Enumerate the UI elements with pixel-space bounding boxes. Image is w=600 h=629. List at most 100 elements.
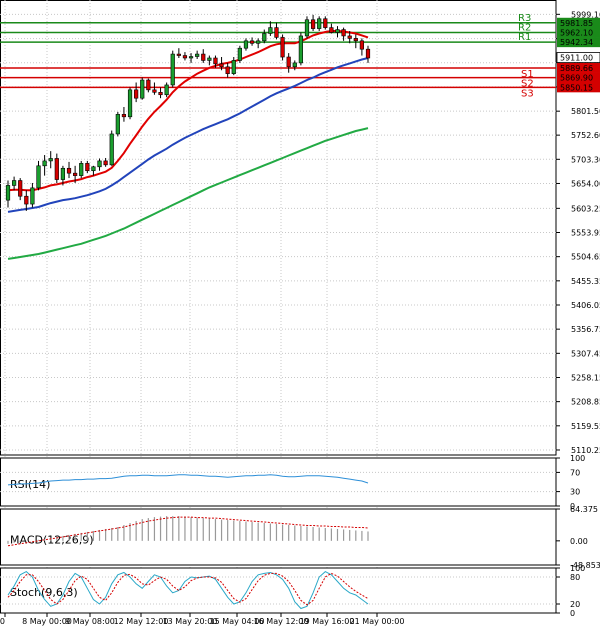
rsi-tick-label: 30: [570, 488, 580, 497]
support-price-label: 5850.15: [560, 83, 593, 92]
candle-body: [121, 114, 127, 118]
candle-body: [329, 27, 334, 33]
candle-body: [353, 38, 358, 42]
candle-body: [140, 79, 145, 99]
price-tick-label: 5159.55: [571, 422, 600, 431]
time-tick-label: 7 May 16:00: [0, 617, 5, 626]
candle: [195, 50, 200, 59]
rsi-frame: [0, 457, 557, 507]
candle-body: [323, 18, 328, 28]
price-tick-label: 5703.30: [571, 155, 600, 164]
candle: [60, 165, 66, 186]
macd-tick-label: -48.853: [570, 561, 600, 570]
candle-body: [207, 57, 212, 61]
candle-body: [48, 158, 53, 162]
candle: [48, 151, 53, 169]
candle-body: [66, 167, 72, 174]
candle: [79, 160, 84, 179]
candle-body: [134, 89, 139, 99]
resistance-label: R2: [518, 22, 531, 33]
support-label: S2: [521, 79, 534, 90]
price-tick-label: 5654.00: [571, 179, 600, 188]
macd-panel: 64.375 0.00 -48.853 MACD(12,26,9): [0, 505, 600, 570]
time-tick-label: 16 May 12:00: [254, 617, 309, 626]
rsi-line: [7, 474, 369, 486]
candle-body: [36, 165, 41, 189]
stoch-tick-label: 100: [570, 564, 585, 573]
candle: [317, 16, 322, 32]
candle-body: [152, 89, 157, 93]
candle-body: [42, 160, 47, 167]
price-tick-label: 5406.05: [571, 301, 600, 310]
rsi-panel: 100 70 30 0 RSI(14): [0, 454, 585, 511]
candle-body: [256, 40, 261, 44]
support-price-tag: [557, 82, 600, 93]
resistance-price-label: 5942.34: [560, 38, 593, 47]
support-label: S3: [521, 88, 534, 99]
price-tick-label: 5801.50: [571, 107, 600, 116]
candle: [176, 48, 181, 58]
candle-body: [237, 47, 242, 61]
candle: [335, 26, 340, 38]
time-tick-label: 9 May 08:00: [65, 617, 115, 626]
candle: [188, 53, 194, 63]
ma-mid-line: [7, 57, 369, 213]
support-price-tag: [557, 62, 600, 73]
candle: [353, 34, 358, 49]
time-tick-label: 12 May 12:00: [114, 617, 169, 626]
candle-body: [268, 27, 273, 34]
candle-body: [310, 19, 316, 29]
stoch-tick-label: 80: [570, 573, 580, 582]
candle: [164, 82, 169, 98]
candle-body: [219, 63, 224, 68]
candle: [115, 111, 120, 137]
candle-body: [292, 62, 297, 68]
candle: [12, 176, 17, 191]
resistance-price-tag: [557, 37, 600, 48]
candle-body: [60, 167, 66, 180]
candle: [219, 57, 224, 71]
candle: [109, 130, 114, 166]
stoch-frame: [0, 567, 557, 614]
candle: [341, 27, 346, 41]
candle-body: [188, 56, 194, 59]
candle: [262, 29, 267, 44]
candle-body: [213, 57, 218, 65]
candle: [134, 82, 139, 103]
candle: [182, 52, 188, 61]
candle: [329, 23, 334, 34]
candle: [365, 45, 371, 63]
candle-body: [12, 180, 17, 186]
candle: [127, 87, 133, 120]
macd-tick-label: 64.375: [570, 505, 598, 514]
candle: [170, 50, 175, 88]
candle-body: [170, 53, 175, 86]
candle-body: [54, 158, 59, 180]
candle-body: [365, 48, 371, 59]
stoch-tick-label: 20: [570, 600, 580, 609]
resistance-price-tag: [557, 27, 600, 38]
candle: [24, 190, 29, 211]
candle: [152, 82, 157, 95]
candle-body: [335, 29, 340, 33]
resistance-price-label: 5962.10: [560, 28, 593, 37]
candle: [231, 57, 236, 76]
ma-slow-line: [7, 127, 369, 260]
candle-body: [5, 185, 11, 201]
candle-body: [359, 40, 364, 50]
candle: [359, 38, 364, 56]
rsi-tick-label: 100: [570, 454, 585, 463]
candle-body: [79, 163, 84, 176]
price-tick-label: 5553.95: [571, 229, 600, 238]
candle: [274, 22, 279, 40]
resistance-label: R3: [518, 13, 531, 24]
candle: [121, 107, 127, 122]
support-price-label: 5889.66: [560, 64, 593, 73]
candle: [54, 153, 59, 183]
price-tick-label: 5258.15: [571, 373, 600, 382]
price-tick-label: 5752.60: [571, 131, 600, 140]
macd-tick-label: 0.00: [570, 537, 588, 546]
candle: [298, 32, 303, 66]
candle-body: [97, 160, 102, 168]
